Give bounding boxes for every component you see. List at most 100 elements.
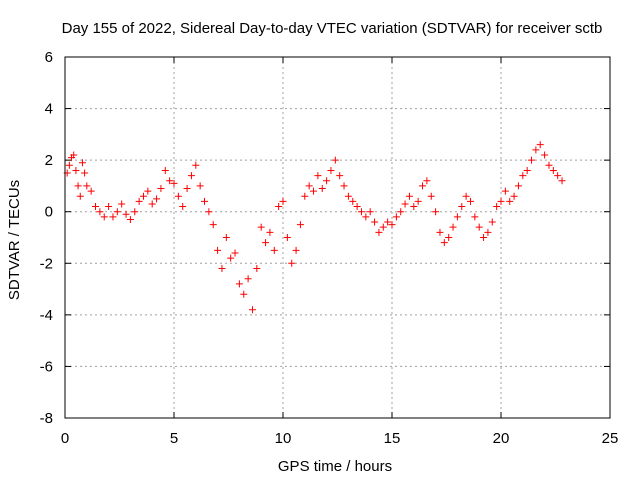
data-point bbox=[331, 156, 339, 164]
x-axis-label: GPS time / hours bbox=[278, 458, 392, 475]
data-point bbox=[436, 228, 444, 236]
data-point bbox=[493, 203, 501, 211]
data-point bbox=[310, 187, 318, 195]
data-point bbox=[340, 182, 348, 190]
data-point bbox=[196, 182, 204, 190]
data-point bbox=[423, 177, 431, 185]
data-point bbox=[366, 208, 374, 216]
data-point bbox=[484, 228, 492, 236]
data-point bbox=[466, 197, 474, 205]
data-point bbox=[131, 208, 139, 216]
data-point bbox=[510, 192, 518, 200]
y-tick-label: 2 bbox=[45, 152, 53, 169]
data-point bbox=[357, 208, 365, 216]
data-point bbox=[336, 172, 344, 180]
data-point bbox=[554, 172, 562, 180]
data-point bbox=[458, 203, 466, 211]
data-point bbox=[78, 159, 86, 167]
data-point bbox=[501, 187, 509, 195]
data-point bbox=[253, 264, 261, 272]
x-tick-label: 25 bbox=[602, 430, 619, 447]
data-point bbox=[270, 246, 278, 254]
data-point bbox=[414, 197, 422, 205]
data-point bbox=[174, 192, 182, 200]
data-point bbox=[506, 197, 514, 205]
data-point bbox=[144, 187, 152, 195]
data-point bbox=[549, 166, 557, 174]
data-point bbox=[462, 192, 470, 200]
data-point bbox=[227, 254, 235, 262]
y-tick-label: -4 bbox=[40, 307, 53, 324]
data-point bbox=[166, 177, 174, 185]
data-point bbox=[72, 166, 80, 174]
data-point bbox=[153, 195, 161, 203]
data-point bbox=[397, 208, 405, 216]
data-point bbox=[218, 264, 226, 272]
data-point bbox=[519, 172, 527, 180]
data-point bbox=[497, 197, 505, 205]
data-point bbox=[170, 179, 178, 187]
data-series bbox=[63, 141, 566, 314]
data-point bbox=[392, 213, 400, 221]
data-point bbox=[113, 208, 121, 216]
data-point bbox=[432, 208, 440, 216]
data-point bbox=[100, 213, 108, 221]
data-point bbox=[231, 249, 239, 257]
data-point bbox=[379, 223, 387, 231]
data-point bbox=[362, 213, 370, 221]
data-point bbox=[118, 200, 126, 208]
data-point bbox=[296, 221, 304, 229]
data-point bbox=[201, 197, 209, 205]
data-point bbox=[480, 234, 488, 241]
data-point bbox=[375, 228, 383, 236]
data-point bbox=[528, 156, 536, 164]
y-tick-label: -8 bbox=[40, 410, 53, 427]
data-point bbox=[139, 192, 147, 200]
x-tick-label: 5 bbox=[170, 430, 178, 447]
data-point bbox=[248, 306, 256, 314]
data-point bbox=[135, 197, 143, 205]
data-point bbox=[488, 218, 496, 226]
data-point bbox=[384, 218, 392, 226]
data-point bbox=[427, 192, 435, 200]
data-point bbox=[405, 192, 413, 200]
data-point bbox=[187, 172, 195, 180]
plot-frame bbox=[64, 56, 611, 419]
data-point bbox=[536, 141, 544, 149]
data-point bbox=[65, 161, 73, 169]
data-point bbox=[353, 203, 361, 211]
data-point bbox=[76, 192, 84, 200]
data-point bbox=[157, 185, 165, 193]
data-point bbox=[148, 200, 156, 208]
data-point bbox=[74, 182, 82, 190]
data-point bbox=[558, 177, 566, 185]
data-point bbox=[70, 151, 78, 159]
data-point bbox=[410, 203, 418, 211]
data-point bbox=[92, 203, 100, 211]
data-point bbox=[349, 197, 357, 205]
data-point bbox=[453, 213, 461, 221]
y-tick-label: 6 bbox=[45, 49, 53, 66]
data-point bbox=[388, 221, 396, 229]
data-point bbox=[449, 223, 457, 231]
data-point bbox=[275, 203, 283, 211]
x-tick-label: 20 bbox=[493, 430, 510, 447]
data-point bbox=[283, 234, 291, 241]
data-point bbox=[541, 151, 549, 159]
data-point bbox=[126, 215, 134, 223]
data-point bbox=[96, 208, 104, 216]
data-point bbox=[192, 161, 200, 169]
data-point bbox=[183, 185, 191, 193]
data-point bbox=[109, 213, 117, 221]
data-point bbox=[81, 169, 89, 177]
data-point bbox=[179, 203, 187, 211]
y-axis-label: SDTVAR / TECUs bbox=[6, 180, 23, 300]
data-point bbox=[318, 185, 326, 193]
grid bbox=[65, 57, 610, 418]
data-point bbox=[122, 210, 130, 218]
data-point bbox=[205, 208, 213, 216]
data-point bbox=[471, 213, 479, 221]
data-point bbox=[475, 223, 483, 231]
data-point bbox=[523, 166, 531, 174]
